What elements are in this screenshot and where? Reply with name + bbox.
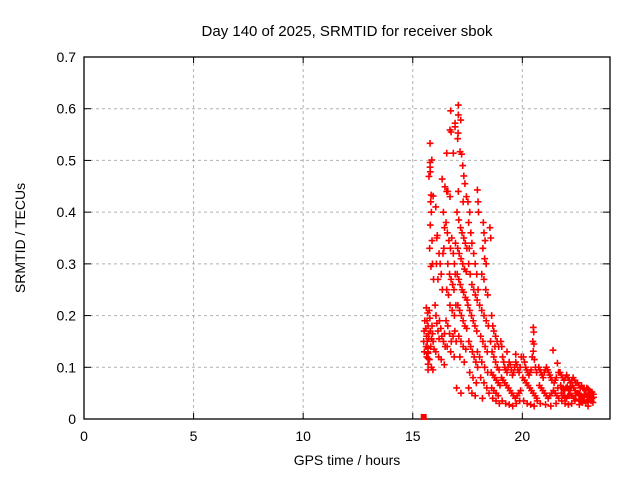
y-tick-label: 0.4 xyxy=(57,204,77,220)
y-tick-label: 0.3 xyxy=(57,256,77,272)
x-tick-label: 0 xyxy=(80,428,88,444)
square-marker-point xyxy=(420,413,427,420)
tick-marks xyxy=(83,56,610,420)
y-tick-label: 0.2 xyxy=(57,308,77,324)
y-tick-label: 0.5 xyxy=(57,152,77,168)
x-axis-label: GPS time / hours xyxy=(294,452,401,468)
y-tick-label: 0.6 xyxy=(57,101,77,117)
y-tick-label: 0.7 xyxy=(57,49,77,65)
x-tick-label: 20 xyxy=(515,428,531,444)
y-axis-label: SRMTID / TECUs xyxy=(12,183,28,293)
x-tick-label: 10 xyxy=(295,428,311,444)
y-tick-label: 0.1 xyxy=(57,359,77,375)
chart-title: Day 140 of 2025, SRMTID for receiver sbo… xyxy=(202,23,493,40)
scatter-points xyxy=(420,101,597,410)
gridlines xyxy=(84,57,610,419)
x-tick-label: 5 xyxy=(190,428,198,444)
plot-frame xyxy=(83,56,611,420)
y-tick-label: 0 xyxy=(68,411,76,427)
x-tick-label: 15 xyxy=(405,428,421,444)
